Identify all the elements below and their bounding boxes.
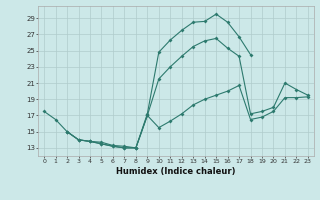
X-axis label: Humidex (Indice chaleur): Humidex (Indice chaleur): [116, 167, 236, 176]
